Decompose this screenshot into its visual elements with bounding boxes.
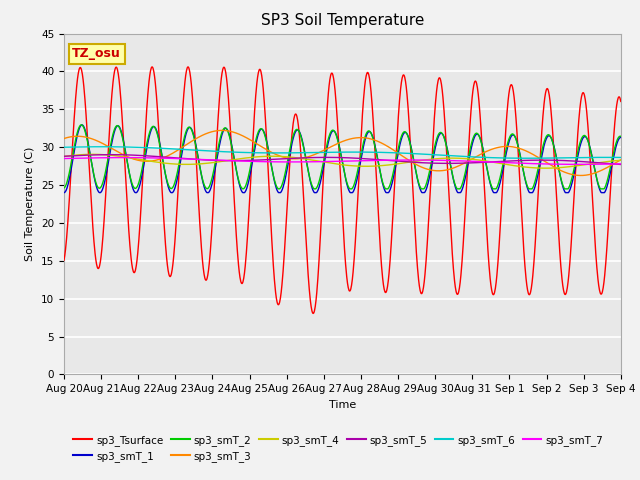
- sp3_smT_6: [171, 146, 179, 152]
- sp3_smT_6: [272, 150, 280, 156]
- sp3_smT_1: [171, 185, 179, 191]
- sp3_smT_5: [221, 158, 229, 164]
- sp3_smT_2: [275, 186, 282, 192]
- Text: TZ_osu: TZ_osu: [72, 48, 121, 60]
- Legend: sp3_Tsurface, sp3_smT_1, sp3_smT_2, sp3_smT_3, sp3_smT_4, sp3_smT_5, sp3_smT_6, : sp3_Tsurface, sp3_smT_1, sp3_smT_2, sp3_…: [69, 431, 607, 466]
- sp3_smT_1: [617, 134, 625, 140]
- sp3_smT_3: [543, 160, 551, 166]
- Y-axis label: Soil Temperature (C): Soil Temperature (C): [26, 147, 35, 261]
- sp3_smT_7: [482, 159, 490, 165]
- sp3_smT_6: [60, 144, 68, 150]
- Line: sp3_smT_7: sp3_smT_7: [64, 157, 621, 164]
- sp3_smT_2: [161, 166, 168, 172]
- sp3_smT_1: [161, 166, 168, 172]
- sp3_smT_2: [60, 185, 68, 191]
- sp3_smT_4: [544, 165, 552, 171]
- sp3_smT_6: [99, 144, 107, 150]
- sp3_Tsurface: [171, 244, 179, 250]
- sp3_smT_7: [171, 156, 179, 161]
- sp3_smT_4: [221, 158, 229, 164]
- sp3_smT_4: [60, 154, 68, 159]
- sp3_smT_5: [482, 159, 490, 165]
- sp3_smT_2: [617, 133, 625, 139]
- sp3_Tsurface: [617, 98, 625, 104]
- sp3_smT_1: [60, 190, 68, 195]
- sp3_smT_5: [617, 162, 625, 168]
- sp3_Tsurface: [184, 64, 192, 70]
- sp3_smT_7: [543, 161, 551, 167]
- sp3_smT_1: [543, 134, 551, 140]
- sp3_smT_3: [577, 173, 584, 179]
- sp3_smT_6: [161, 145, 168, 151]
- sp3_smT_2: [272, 181, 280, 187]
- sp3_smT_1: [482, 158, 490, 164]
- sp3_smT_4: [617, 157, 625, 163]
- sp3_Tsurface: [482, 216, 490, 221]
- sp3_smT_1: [78, 122, 86, 128]
- sp3_smT_4: [482, 158, 490, 164]
- sp3_smT_2: [544, 132, 552, 138]
- sp3_Tsurface: [60, 257, 68, 263]
- Line: sp3_smT_4: sp3_smT_4: [64, 155, 621, 168]
- sp3_smT_5: [108, 152, 115, 157]
- sp3_smT_7: [617, 161, 625, 167]
- sp3_smT_5: [161, 154, 168, 160]
- Line: sp3_Tsurface: sp3_Tsurface: [64, 67, 621, 313]
- sp3_smT_7: [221, 157, 229, 163]
- sp3_smT_2: [482, 161, 490, 167]
- sp3_Tsurface: [221, 66, 229, 72]
- X-axis label: Time: Time: [329, 400, 356, 409]
- sp3_smT_1: [221, 126, 229, 132]
- sp3_smT_2: [77, 122, 85, 128]
- Title: SP3 Soil Temperature: SP3 Soil Temperature: [260, 13, 424, 28]
- sp3_smT_4: [272, 154, 280, 159]
- sp3_smT_3: [171, 149, 179, 155]
- sp3_smT_2: [171, 180, 179, 185]
- sp3_smT_3: [482, 149, 490, 155]
- sp3_smT_6: [221, 149, 229, 155]
- Line: sp3_smT_1: sp3_smT_1: [64, 125, 621, 192]
- sp3_Tsurface: [310, 311, 317, 316]
- sp3_smT_6: [482, 155, 490, 160]
- sp3_Tsurface: [544, 86, 552, 92]
- Line: sp3_smT_3: sp3_smT_3: [64, 131, 621, 176]
- sp3_smT_7: [120, 155, 128, 160]
- Line: sp3_smT_5: sp3_smT_5: [64, 155, 621, 165]
- sp3_smT_7: [272, 159, 280, 165]
- sp3_smT_6: [524, 156, 531, 161]
- sp3_Tsurface: [272, 289, 280, 295]
- sp3_smT_7: [575, 161, 582, 167]
- sp3_smT_4: [89, 152, 97, 157]
- sp3_smT_5: [543, 157, 551, 163]
- sp3_smT_3: [617, 157, 625, 163]
- sp3_smT_3: [160, 155, 168, 160]
- sp3_smT_7: [161, 156, 168, 161]
- sp3_Tsurface: [160, 219, 168, 225]
- sp3_smT_7: [60, 156, 68, 161]
- sp3_smT_3: [60, 136, 68, 142]
- sp3_smT_3: [272, 151, 280, 157]
- Line: sp3_smT_6: sp3_smT_6: [64, 147, 621, 158]
- sp3_smT_2: [221, 125, 229, 131]
- sp3_smT_1: [272, 183, 280, 189]
- sp3_smT_4: [161, 160, 168, 166]
- sp3_smT_5: [171, 155, 179, 161]
- Line: sp3_smT_2: sp3_smT_2: [64, 125, 621, 189]
- sp3_smT_4: [171, 161, 179, 167]
- sp3_smT_5: [60, 154, 68, 159]
- sp3_smT_5: [272, 156, 280, 162]
- sp3_smT_3: [221, 128, 229, 133]
- sp3_smT_6: [544, 155, 552, 161]
- sp3_smT_6: [617, 155, 625, 160]
- sp3_smT_4: [541, 165, 549, 171]
- sp3_smT_3: [218, 128, 226, 133]
